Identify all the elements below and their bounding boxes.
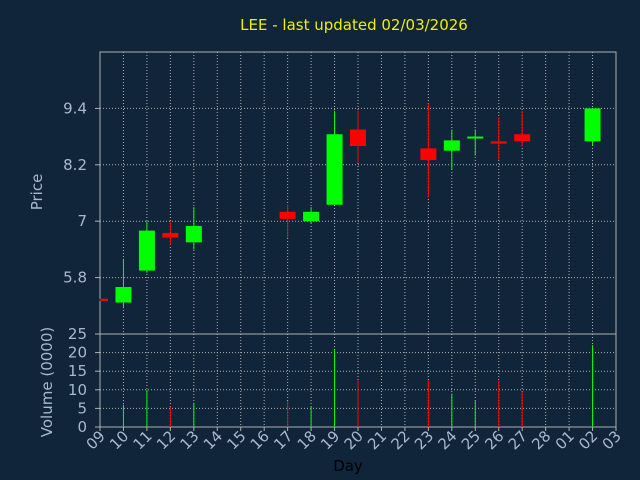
x-axis-label: Day [333,457,363,475]
price-y-ticks: 5.8 7 8.2 9.4 [63,99,100,287]
candle-12 [162,221,179,245]
price-grid [100,52,616,334]
volume-tick-label: 25 [68,325,87,343]
candle-11 [138,221,155,273]
candle-24 [443,129,460,170]
chart-title: LEE - last updated 02/03/2026 [240,16,468,34]
candle-body [443,140,460,151]
candle-20 [350,110,366,163]
price-axis-label: Price [28,174,46,211]
candle-body [115,287,132,303]
candle-26 [490,117,507,161]
volume-bars [122,345,594,427]
candle-19 [326,110,343,205]
volume-tick-label: 20 [68,344,87,362]
volume-tick-label: 5 [77,399,87,417]
candle-body [185,225,202,243]
candle-18 [303,207,320,224]
candle-body [467,136,484,139]
candle-body [514,134,531,142]
price-tick-label: 9.4 [63,99,87,117]
candle-body [584,108,601,142]
volume-axis-label: Volume (0000) [38,327,56,437]
candle-body [420,148,437,161]
candle-body [101,298,108,302]
candle-body [162,232,179,238]
candle-27 [514,110,531,146]
candle-body [350,129,366,146]
candle-25 [467,129,484,156]
candle-13 [185,207,202,250]
volume-tick-label: 10 [68,381,87,399]
candle-body [490,141,507,144]
candles [99,103,601,309]
candle-17 [279,204,296,238]
candle-09 [99,298,108,302]
candle-body [303,211,320,222]
candle-02 [584,108,601,146]
candle-body [138,230,155,271]
price-tick-label: 8.2 [63,156,87,174]
candle-body [279,211,296,219]
price-tick-label: 7 [77,212,87,230]
price-tick-label: 5.8 [63,269,87,287]
volume-tick-label: 15 [68,362,87,380]
candle-10 [115,258,132,309]
candle-23 [420,103,437,198]
x-axis-ticks: 0910111213141516171819202122232425262728… [83,427,625,453]
candle-body [326,134,343,205]
price-panel: 5.8 7 8.2 9.4 Price [28,51,617,335]
volume-tick-label: 0 [77,418,87,436]
